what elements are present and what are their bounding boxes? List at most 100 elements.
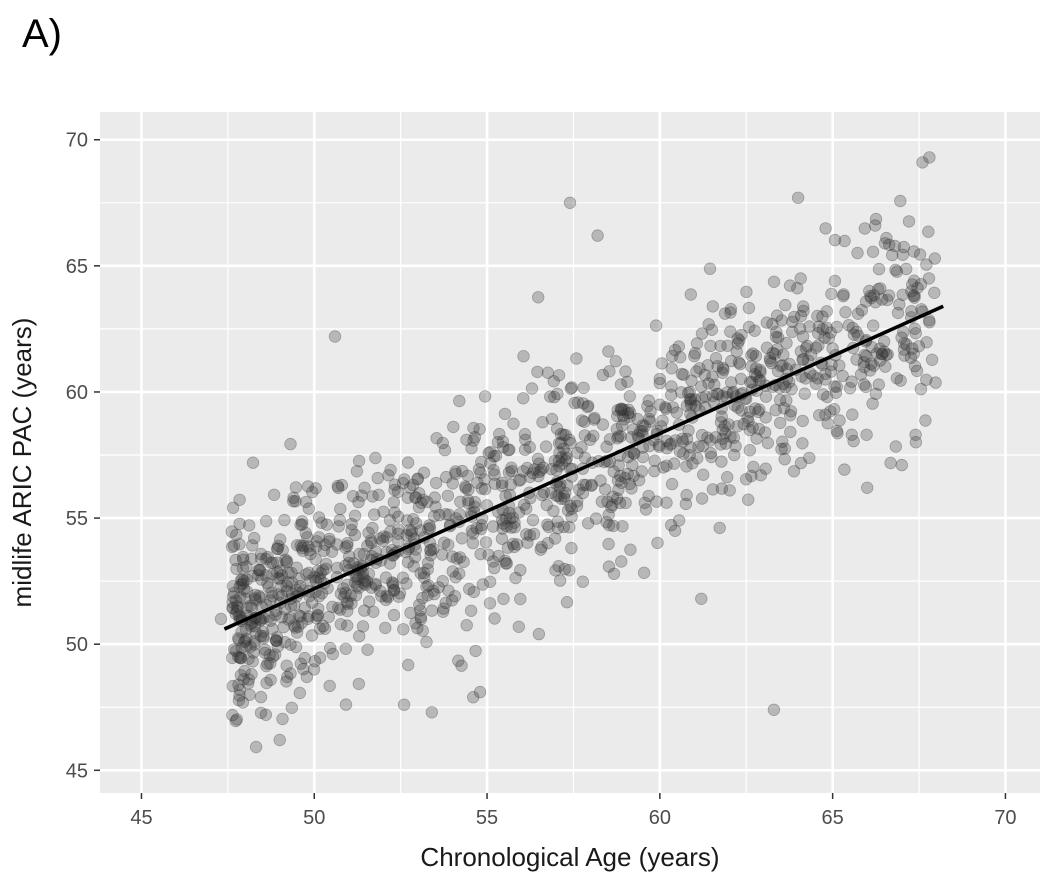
data-point [235, 625, 248, 639]
data-point [473, 685, 487, 699]
data-point [759, 462, 772, 475]
data-point [602, 560, 616, 573]
data-point [770, 309, 784, 322]
data-point [470, 521, 483, 535]
data-point [748, 324, 761, 337]
data-point [864, 289, 877, 303]
data-point [743, 444, 757, 457]
data-point [904, 351, 918, 364]
data-point [272, 588, 285, 601]
data-point [551, 522, 565, 535]
data-point [258, 643, 272, 656]
data-point [295, 515, 309, 528]
data-point [733, 334, 746, 347]
data-point [780, 336, 793, 350]
data-point [581, 517, 595, 530]
data-point [863, 284, 876, 298]
data-point [341, 537, 354, 550]
data-point [851, 307, 865, 321]
data-point [366, 490, 379, 503]
data-point [312, 571, 325, 584]
data-point [295, 541, 309, 555]
data-point [504, 478, 518, 491]
data-point [672, 340, 686, 353]
data-point [261, 657, 274, 670]
data-point [315, 587, 329, 600]
data-point [833, 359, 846, 372]
data-point [560, 451, 573, 465]
data-point [341, 539, 354, 553]
data-point [847, 328, 861, 341]
data-point [560, 596, 574, 609]
data-point [293, 609, 306, 622]
data-point [240, 560, 253, 573]
data-point [254, 629, 268, 643]
data-point [312, 602, 325, 616]
data-point [666, 349, 679, 363]
data-point [611, 432, 624, 445]
data-point [326, 600, 339, 614]
data-point [421, 563, 434, 576]
data-point [302, 502, 316, 515]
data-point [615, 476, 628, 490]
data-point [842, 319, 855, 332]
data-point [501, 541, 515, 554]
data-point [625, 431, 638, 444]
data-point [285, 566, 298, 580]
data-point [488, 612, 501, 625]
data-point [878, 335, 891, 348]
data-point [240, 573, 254, 586]
data-point [245, 552, 258, 566]
data-point [553, 480, 566, 494]
data-point [276, 544, 289, 557]
data-point [773, 393, 787, 407]
data-point [450, 552, 464, 565]
data-point [897, 325, 910, 339]
data-point [518, 498, 531, 512]
data-points [214, 151, 942, 754]
data-point [258, 646, 272, 660]
data-point [488, 477, 502, 490]
data-point [373, 532, 387, 545]
data-point [741, 411, 754, 425]
data-point [632, 474, 646, 487]
data-point [312, 511, 326, 524]
data-point [618, 471, 632, 485]
data-point [230, 562, 243, 576]
data-point [867, 359, 880, 372]
data-point [911, 281, 924, 295]
data-point [308, 655, 322, 668]
data-point [881, 293, 894, 307]
data-point [585, 479, 598, 492]
data-point [548, 390, 561, 404]
data-point [436, 605, 450, 618]
data-point [353, 630, 366, 643]
data-point [525, 382, 539, 395]
data-point [365, 581, 378, 594]
data-point [763, 354, 777, 368]
data-point [675, 367, 689, 381]
data-point [742, 415, 755, 428]
data-point [362, 567, 376, 580]
data-point [307, 663, 321, 676]
data-point [340, 595, 354, 609]
data-point [313, 622, 327, 635]
y-tick-label: 45 [66, 760, 88, 782]
data-point [499, 557, 513, 570]
data-point [588, 411, 601, 425]
data-point [682, 424, 695, 437]
data-point [775, 442, 788, 456]
data-point [320, 557, 333, 571]
data-point [339, 642, 353, 656]
data-point [497, 592, 510, 606]
data-point [824, 326, 837, 339]
data-point [820, 321, 834, 335]
data-point [275, 569, 289, 582]
data-point [812, 339, 825, 352]
data-point [410, 517, 423, 530]
data-point [607, 465, 620, 478]
data-point [812, 320, 826, 333]
data-point [821, 417, 834, 430]
data-point [554, 436, 568, 450]
data-point [229, 553, 242, 567]
